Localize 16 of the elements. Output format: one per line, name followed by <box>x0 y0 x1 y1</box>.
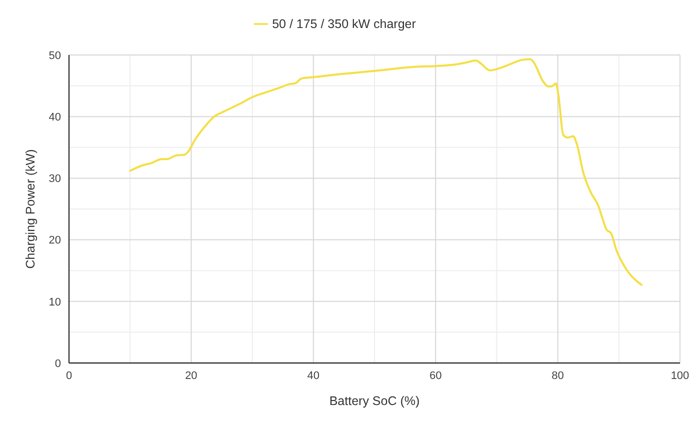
x-tick-label: 20 <box>185 370 198 382</box>
x-tick-label: 40 <box>307 370 320 382</box>
x-axis-title: Battery SoC (%) <box>329 394 420 408</box>
x-tick-label: 0 <box>66 370 72 382</box>
y-tick-label: 20 <box>48 234 61 247</box>
y-axis-title: Charging Power (kW) <box>23 149 38 269</box>
y-tick-label: 30 <box>48 173 61 186</box>
x-tick-label: 60 <box>429 370 442 382</box>
legend-label: 50 / 175 / 350 kW charger <box>272 17 416 31</box>
x-tick-label: 80 <box>552 370 564 382</box>
y-tick-label: 0 <box>54 358 61 370</box>
y-tick-label: 50 <box>48 50 61 62</box>
line-series <box>129 58 643 286</box>
y-tick-label: 40 <box>48 112 61 124</box>
x-tick-label: 100 <box>670 370 690 382</box>
y-tick-label: 10 <box>48 296 61 308</box>
